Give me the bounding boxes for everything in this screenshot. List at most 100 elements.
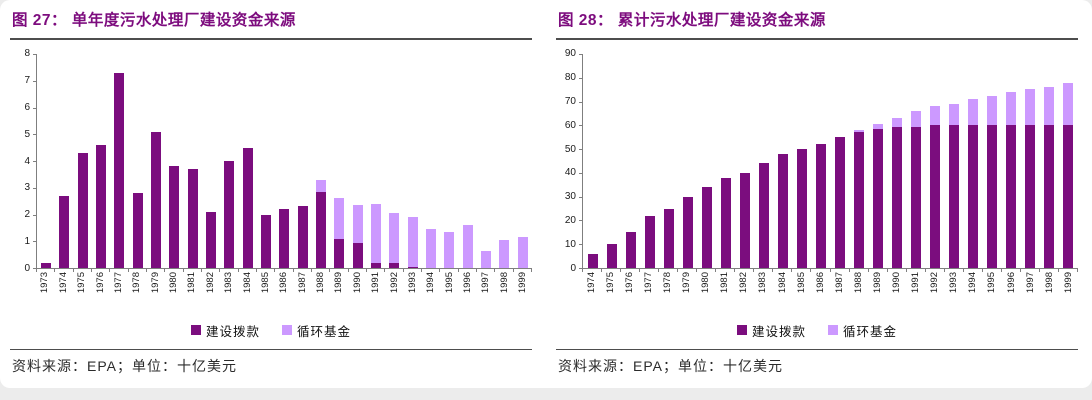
bar-1992 xyxy=(926,54,945,268)
x-tick-mark xyxy=(200,269,202,272)
x-axis-year-label: 1995 xyxy=(986,272,998,294)
x-tick-mark xyxy=(582,269,583,272)
y-tick-label: 0 xyxy=(570,263,576,274)
bar-segment-循环基金 xyxy=(949,103,960,126)
bar-segment-建设拨款 xyxy=(297,206,308,268)
bar-segment-建设拨款 xyxy=(892,126,903,268)
plot-area xyxy=(33,54,532,272)
bar-segment-建设拨款 xyxy=(644,215,655,268)
bar-segment-循环基金 xyxy=(426,229,437,268)
bar-1982 xyxy=(735,54,754,268)
y-tick-label: 40 xyxy=(564,167,576,179)
x-tick-mark xyxy=(457,269,459,272)
bar-segment-建设拨款 xyxy=(352,242,363,268)
bar-segment-循环基金 xyxy=(316,179,327,192)
y-tick-label: 50 xyxy=(564,143,576,155)
y-tick-mark xyxy=(33,214,37,216)
bar-segment-循环基金 xyxy=(499,239,510,268)
y-tick-mark xyxy=(33,80,37,82)
y-tick-label: 0 xyxy=(24,263,30,274)
bar-1975 xyxy=(74,54,92,268)
bar-1983 xyxy=(754,54,773,268)
title-divider xyxy=(556,38,1078,40)
bar-segment-建设拨款 xyxy=(261,214,272,268)
x-tick-mark xyxy=(791,269,793,272)
x-axis-year-label: 1981 xyxy=(719,272,731,294)
y-tick-label: 6 xyxy=(24,101,30,113)
bar-1983 xyxy=(220,54,238,268)
bar-1976 xyxy=(92,54,110,268)
bar-1986 xyxy=(275,54,293,268)
x-tick-mark xyxy=(365,269,367,272)
x-axis-year-label: 1974 xyxy=(585,272,597,294)
y-tick-mark xyxy=(579,244,583,246)
legend-label: 循环基金 xyxy=(843,324,898,339)
plot-area xyxy=(579,54,1078,272)
bar-segment-建设拨款 xyxy=(169,166,180,268)
bar-1988 xyxy=(312,54,330,268)
x-axis-year-label: 1991 xyxy=(910,272,922,294)
legend-item-建设拨款: 建设拨款 xyxy=(736,321,806,340)
source-divider xyxy=(556,349,1078,350)
y-tick-label: 10 xyxy=(564,239,576,251)
x-axis-year-label: 1978 xyxy=(131,272,143,294)
x-axis-year-label: 1977 xyxy=(112,272,124,294)
bar-1996 xyxy=(1002,54,1021,268)
y-tick-mark xyxy=(33,268,37,269)
y-tick-label: 60 xyxy=(564,119,576,131)
x-axis-year-label: 1995 xyxy=(443,272,455,294)
x-axis-year-label: 1985 xyxy=(259,272,271,294)
legend-swatch-icon xyxy=(190,325,201,335)
x-tick-mark xyxy=(620,269,622,272)
y-tick-label: 30 xyxy=(564,191,576,203)
x-axis-year-label: 1997 xyxy=(1024,272,1036,294)
x-axis-year-label: 1999 xyxy=(517,272,529,294)
bar-1981 xyxy=(184,54,202,268)
x-axis-year-label: 1975 xyxy=(604,272,616,294)
bar-segment-建设拨款 xyxy=(872,128,883,268)
y-tick-mark xyxy=(33,107,37,109)
y-tick-mark xyxy=(579,77,583,79)
x-axis-labels: 1974 1975 1976 1977 1978 1979 1980 1981 1982 1983… xyxy=(582,272,1078,312)
bar-1994 xyxy=(422,54,440,268)
bar-1975 xyxy=(602,54,621,268)
bar-segment-建设拨款 xyxy=(834,137,845,268)
x-axis-year-label: 1987 xyxy=(296,272,308,294)
bar-1973 xyxy=(37,54,55,268)
y-tick-mark xyxy=(579,268,583,269)
x-axis-year-label: 1989 xyxy=(871,272,883,294)
x-tick-mark xyxy=(237,269,239,272)
bar-1990 xyxy=(888,54,907,268)
x-tick-mark xyxy=(601,269,603,272)
x-tick-mark xyxy=(696,269,698,272)
bar-segment-建设拨款 xyxy=(987,125,998,268)
bar-1981 xyxy=(716,54,735,268)
bar-segment-建设拨款 xyxy=(334,238,345,268)
bar-1990 xyxy=(349,54,367,268)
bar-segment-建设拨款 xyxy=(930,125,941,268)
y-tick-mark xyxy=(33,134,37,136)
x-axis-year-label: 1993 xyxy=(948,272,960,294)
x-tick-mark xyxy=(255,269,257,272)
y-tick-label: 70 xyxy=(564,95,576,107)
x-tick-mark xyxy=(347,269,349,272)
x-axis-year-label: 1984 xyxy=(776,272,788,294)
bar-1978 xyxy=(659,54,678,268)
x-axis-year-label: 1977 xyxy=(643,272,655,294)
bar-segment-建设拨款 xyxy=(796,149,807,268)
bar-1984 xyxy=(239,54,257,268)
y-tick-label: 20 xyxy=(564,215,576,227)
bar-segment-建设拨款 xyxy=(77,152,88,268)
y-tick-label: 2 xyxy=(24,209,30,221)
legend-item-循环基金: 循环基金 xyxy=(828,321,897,340)
x-tick-mark xyxy=(109,269,111,272)
y-tick-label: 4 xyxy=(24,155,30,167)
bar-1982 xyxy=(202,54,220,268)
bar-segment-循环基金 xyxy=(1006,92,1017,126)
x-tick-mark xyxy=(329,269,331,272)
x-axis-year-label: 1987 xyxy=(833,272,845,294)
y-tick-mark xyxy=(33,161,37,162)
bar-segment-建设拨款 xyxy=(758,163,769,268)
